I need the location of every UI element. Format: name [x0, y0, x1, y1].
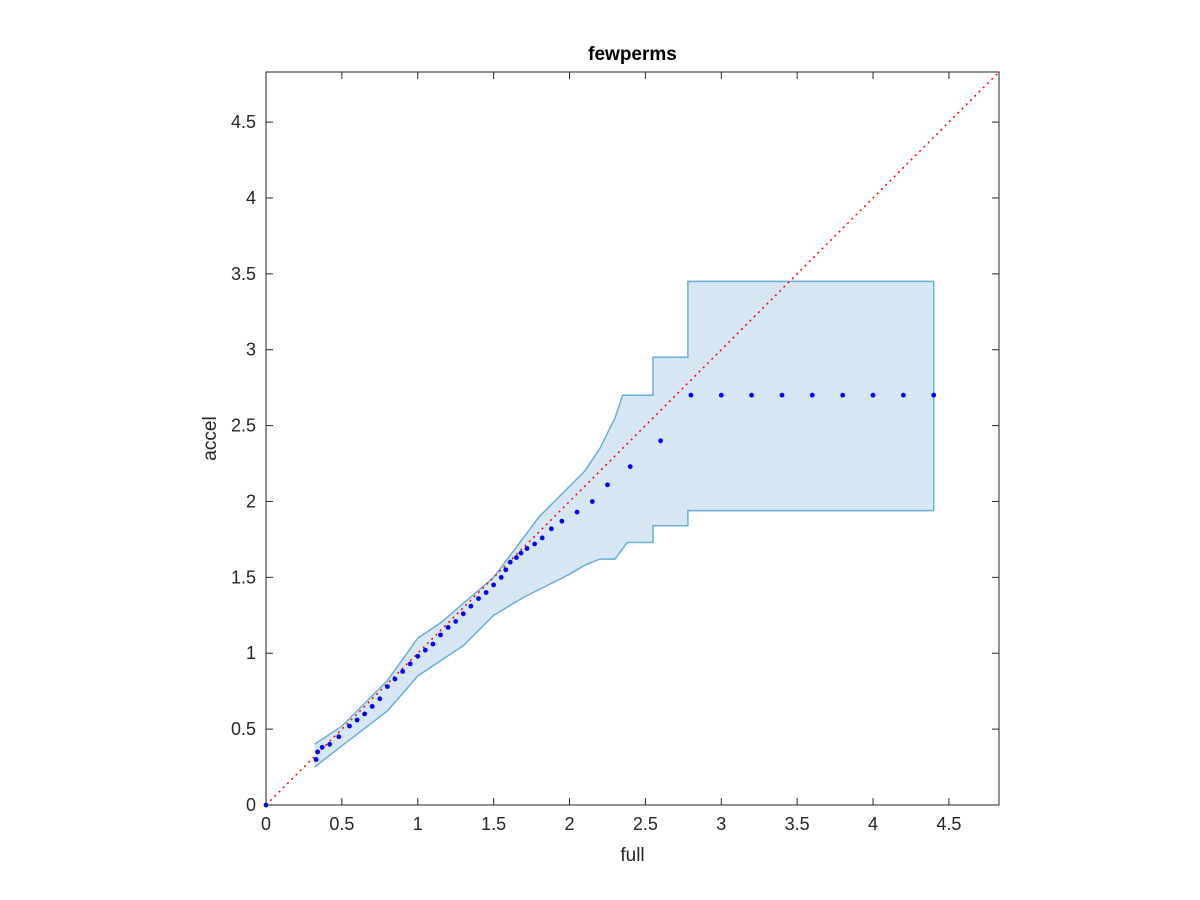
- data-point: [468, 603, 474, 609]
- data-point: [688, 392, 694, 398]
- y-axis-ticks: 0 0.5 1 1.5 2 2.5 3 3.5 4 4.5: [231, 112, 999, 815]
- data-point: [605, 482, 610, 488]
- data-point: [347, 723, 352, 729]
- y-tick-label: 3.5: [231, 264, 256, 284]
- data-point: [422, 647, 428, 653]
- data-point: [532, 541, 537, 547]
- y-tick-label: 4: [246, 188, 256, 208]
- chart-title: fewperms: [588, 44, 677, 65]
- data-point: [491, 582, 496, 588]
- data-point: [369, 704, 375, 709]
- data-point: [430, 641, 436, 647]
- data-point: [453, 619, 459, 624]
- data-point: [354, 717, 360, 723]
- data-point: [407, 661, 413, 667]
- x-tick-label: 2: [565, 814, 575, 834]
- band-fill: [314, 281, 934, 768]
- y-tick-label: 3: [246, 340, 256, 360]
- x-tick-label: 0.5: [329, 814, 354, 834]
- x-tick-label: 0: [261, 814, 271, 834]
- data-point: [559, 518, 565, 524]
- x-tick-label: 1: [413, 814, 423, 834]
- data-point: [400, 669, 405, 674]
- data-point: [476, 596, 481, 601]
- y-tick-label: 2: [246, 491, 256, 511]
- y-tick-label: 4.5: [231, 112, 256, 132]
- data-point: [627, 464, 633, 469]
- y-tick-label: 1.5: [231, 567, 256, 587]
- data-point: [514, 555, 519, 560]
- data-point: [503, 567, 509, 573]
- data-point: [336, 734, 342, 740]
- data-point: [319, 744, 325, 750]
- data-point: [313, 757, 319, 762]
- x-tick-label: 3.5: [785, 814, 810, 834]
- data-point: [327, 741, 333, 747]
- data-point: [415, 653, 421, 659]
- band-upper-edge: [314, 280, 934, 745]
- data-point: [524, 546, 530, 551]
- data-point: [385, 684, 390, 689]
- data-point: [574, 509, 580, 515]
- x-tick-label: 1.5: [481, 814, 506, 834]
- x-axis-label: full: [620, 845, 644, 866]
- data-point: [377, 696, 383, 702]
- data-point: [809, 392, 815, 398]
- data-point: [498, 575, 504, 580]
- x-tick-label: 4: [868, 814, 878, 834]
- y-tick-label: 0.5: [231, 719, 256, 739]
- x-tick-label: 3: [716, 814, 726, 834]
- axes-box: [265, 71, 1000, 806]
- data-point: [779, 392, 785, 398]
- data-point: [749, 392, 754, 398]
- data-point: [518, 550, 524, 556]
- data-point: [589, 499, 595, 504]
- x-tick-label: 2.5: [633, 814, 658, 834]
- data-point: [362, 711, 367, 717]
- y-axis-label: accel: [200, 416, 221, 460]
- data-point: [315, 749, 320, 755]
- data-point: [840, 392, 846, 398]
- data-point: [658, 438, 663, 444]
- data-point: [483, 590, 489, 595]
- data-point: [460, 611, 466, 617]
- data-point: [445, 625, 451, 630]
- data-point: [901, 392, 906, 398]
- data-point: [548, 526, 554, 532]
- y-tick-label: 2.5: [231, 416, 256, 436]
- data-point: [539, 535, 545, 541]
- band-lower-edge: [314, 509, 934, 768]
- x-axis-ticks: 0 0.5 1 1.5 2 2.5 3 3.5 4 4.5: [261, 72, 961, 834]
- y-tick-label: 1: [246, 643, 256, 663]
- data-point: [392, 676, 398, 682]
- y-tick-label: 0: [246, 795, 256, 815]
- confidence-band: [314, 280, 935, 768]
- data-point: [870, 392, 876, 398]
- data-point: [438, 632, 443, 638]
- data-point: [931, 392, 937, 398]
- data-point: [507, 559, 513, 565]
- data-points: [263, 392, 937, 808]
- x-tick-label: 4.5: [936, 814, 961, 834]
- data-point: [718, 392, 724, 398]
